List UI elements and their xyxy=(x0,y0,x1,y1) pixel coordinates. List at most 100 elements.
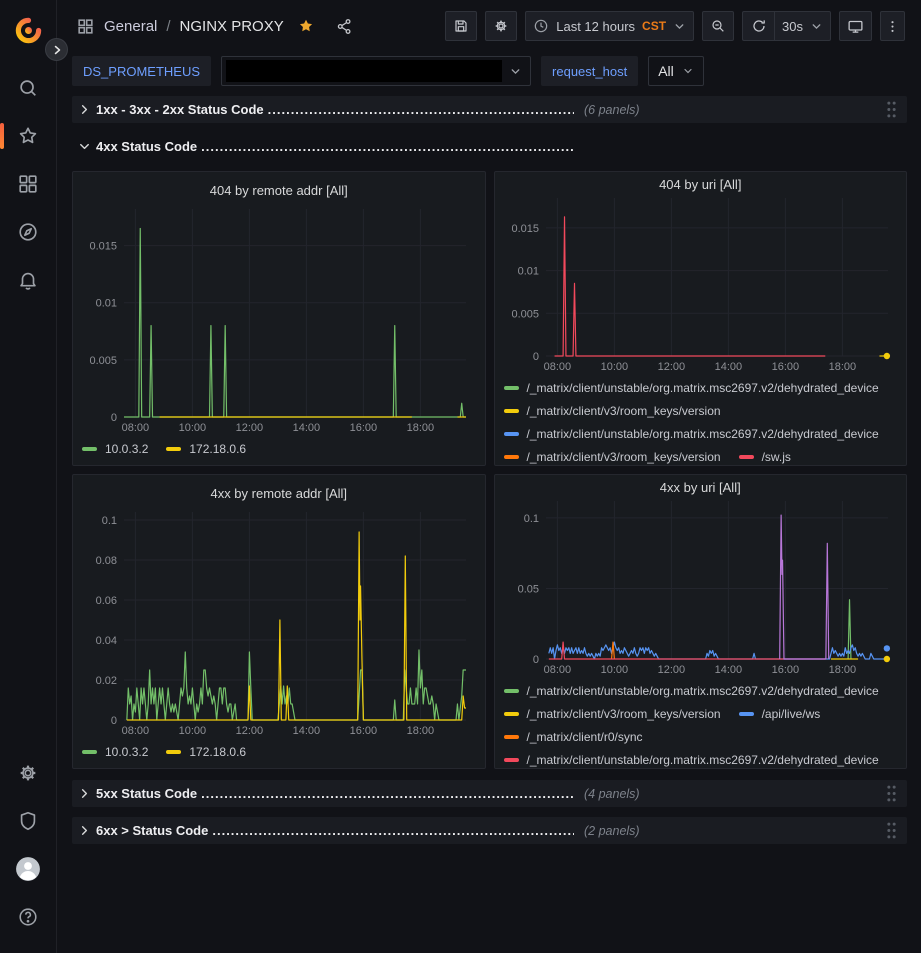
apps-grid-icon[interactable] xyxy=(76,17,95,36)
row-drag-handle[interactable] xyxy=(886,785,897,802)
legend-item[interactable]: /api/live/ws xyxy=(738,707,820,721)
legend-item[interactable]: /_matrix/client/v3/room_keys/version xyxy=(503,403,721,418)
refresh-interval-select[interactable]: 30s xyxy=(774,11,831,41)
breadcrumb-section[interactable]: General xyxy=(104,17,158,35)
legend-swatch xyxy=(503,688,519,693)
angle-right-icon xyxy=(77,823,92,838)
kebab-menu-button[interactable] xyxy=(880,11,905,41)
time-series-chart[interactable]: 08:00 10:00 12:00 14:00 16:00 18:00 0 0.05 0.1 xyxy=(504,495,898,677)
row-6xx[interactable]: 6xx > Status Code ......................… xyxy=(72,817,907,844)
legend-label: /_matrix/client/v3/room_keys/version xyxy=(526,403,721,418)
legend-item[interactable]: 10.0.3.2 xyxy=(82,442,148,456)
explore-compass-icon[interactable] xyxy=(8,212,48,252)
user-avatar[interactable] xyxy=(8,849,48,889)
legend-item[interactable]: /_matrix/client/v3/room_keys/version xyxy=(503,707,721,721)
save-dashboard-button[interactable] xyxy=(445,11,478,41)
row-1xx-3xx-2xx[interactable]: 1xx - 3xx - 2xx Status Code ............… xyxy=(72,96,907,123)
panel-title[interactable]: 4xx by remote addr [All] xyxy=(210,485,348,501)
share-icon[interactable] xyxy=(336,18,353,35)
svg-text:18:00: 18:00 xyxy=(407,725,435,737)
row-title: 1xx - 3xx - 2xx Status Code xyxy=(96,102,264,117)
dashboard-title[interactable]: NGINX PROXY xyxy=(179,17,284,35)
row-title-wrap: 1xx - 3xx - 2xx Status Code ............… xyxy=(96,102,574,117)
panel-title[interactable]: 4xx by uri [All] xyxy=(659,480,741,495)
refresh-button[interactable] xyxy=(742,11,775,41)
grafana-logo[interactable] xyxy=(8,10,48,50)
legend-swatch xyxy=(503,408,519,413)
panel-grid: 404 by remote addr [All] 08:00 10:00 12:00… xyxy=(72,171,907,769)
starred-dashboards-icon[interactable] xyxy=(0,116,48,156)
legend-row: /_matrix/client/v3/room_keys/version/api… xyxy=(503,702,898,725)
legend-row: /_matrix/client/v3/room_keys/version/sw.… xyxy=(503,445,898,465)
time-range-label: Last 12 hours xyxy=(556,18,636,34)
search-icon[interactable] xyxy=(8,68,48,108)
svg-text:12:00: 12:00 xyxy=(657,664,685,676)
favorite-star-icon[interactable] xyxy=(297,17,315,35)
legend-item[interactable]: /_matrix/client/r0/sync xyxy=(503,729,643,744)
chart-legend: /_matrix/client/unstable/org.matrix.msc2… xyxy=(503,376,898,465)
datasource-variable-select[interactable] xyxy=(221,56,532,86)
help-icon[interactable] xyxy=(8,897,48,937)
legend-label: 10.0.3.2 xyxy=(105,441,149,456)
panel-404-by-uri: 404 by uri [All] 08:00 10:00 12:00 14:00 16:… xyxy=(493,171,907,466)
chevron-down-icon xyxy=(673,20,686,33)
legend-label: 172.18.0.6 xyxy=(189,744,247,759)
legend-item[interactable]: /_matrix/client/v3/room_keys/version xyxy=(503,449,721,464)
time-series-chart[interactable]: 08:00 10:00 12:00 14:00 16:00 18:00 0 0.005 0.01… xyxy=(82,203,476,435)
datasource-variable-label[interactable]: DS_PROMETHEUS xyxy=(72,56,212,86)
time-range-picker[interactable]: Last 12 hours CST xyxy=(525,11,695,41)
variables-bar: DS_PROMETHEUS request_host All xyxy=(57,52,921,90)
clock-icon xyxy=(533,18,549,34)
row-drag-handle[interactable] xyxy=(886,822,897,839)
panel-title[interactable]: 404 by remote addr [All] xyxy=(209,182,348,198)
row-drag-handle[interactable] xyxy=(886,101,897,118)
legend-item[interactable]: /_matrix/client/unstable/org.matrix.msc2… xyxy=(503,427,879,441)
legend-label: /_matrix/client/v3/room_keys/version xyxy=(526,449,721,464)
legend-item[interactable]: /_matrix/client/unstable/org.matrix.msc2… xyxy=(503,381,879,395)
zoom-out-time-button[interactable] xyxy=(702,11,735,41)
dashboard-settings-button[interactable] xyxy=(485,11,518,41)
svg-text:14:00: 14:00 xyxy=(293,422,321,434)
request-host-value: All xyxy=(658,63,674,79)
time-series-chart[interactable]: 08:00 10:00 12:00 14:00 16:00 18:00 0 0.005 0.01… xyxy=(504,192,898,374)
breadcrumb: General / NGINX PROXY xyxy=(76,17,353,36)
dashboards-icon[interactable] xyxy=(8,164,48,204)
row-5xx[interactable]: 5xx Status Code ........................… xyxy=(72,780,907,807)
legend-item[interactable]: 172.18.0.6 xyxy=(166,745,246,759)
configuration-gear-icon[interactable] xyxy=(8,753,48,793)
legend-item[interactable]: /_matrix/client/unstable/org.matrix.msc2… xyxy=(503,684,879,698)
row-title: 6xx > Status Code xyxy=(96,823,209,838)
sidebar-expand-button[interactable] xyxy=(45,38,68,61)
breadcrumb-separator: / xyxy=(166,17,171,35)
request-host-variable-select[interactable]: All xyxy=(648,56,704,86)
panel-title[interactable]: 404 by uri [All] xyxy=(659,177,742,192)
legend-swatch xyxy=(503,711,519,716)
svg-text:08:00: 08:00 xyxy=(543,664,571,676)
server-admin-shield-icon[interactable] xyxy=(8,801,48,841)
cycle-view-mode-button[interactable] xyxy=(839,11,872,41)
legend-row: 10.0.3.2 172.18.0.6 xyxy=(82,437,476,460)
legend-item[interactable]: /_matrix/client/unstable/org.matrix.msc2… xyxy=(503,753,879,767)
svg-text:12:00: 12:00 xyxy=(657,361,685,373)
time-series-chart[interactable]: 08:00 10:00 12:00 14:00 16:00 18:00 0 0.02 0.04 0… xyxy=(82,506,476,738)
alerting-bell-icon[interactable] xyxy=(8,260,48,300)
dashboard-header: General / NGINX PROXY Last 12 hours xyxy=(57,0,921,52)
svg-text:0.04: 0.04 xyxy=(96,635,117,647)
legend-swatch xyxy=(82,749,97,754)
row-panel-count: (2 panels) xyxy=(584,823,640,838)
legend-swatch xyxy=(503,454,519,459)
legend-swatch xyxy=(82,446,97,451)
legend-row: 10.0.3.2 172.18.0.6 xyxy=(82,740,476,763)
panel-4xx-by-remote-addr: 4xx by remote addr [All] 08:00 10:00 12:00… xyxy=(72,474,486,769)
svg-text:08:00: 08:00 xyxy=(122,422,150,434)
redacted-value xyxy=(226,60,503,82)
legend-item[interactable]: /sw.js xyxy=(738,450,791,464)
legend-label: /_matrix/client/r0/sync xyxy=(526,729,643,744)
svg-text:16:00: 16:00 xyxy=(771,664,799,676)
legend-item[interactable]: 172.18.0.6 xyxy=(166,442,246,456)
svg-text:0.015: 0.015 xyxy=(511,223,539,235)
legend-item[interactable]: 10.0.3.2 xyxy=(82,745,148,759)
timezone-label: CST xyxy=(642,19,667,33)
request-host-variable-label[interactable]: request_host xyxy=(541,56,639,86)
row-4xx[interactable]: 4xx Status Code ........................… xyxy=(72,133,907,160)
